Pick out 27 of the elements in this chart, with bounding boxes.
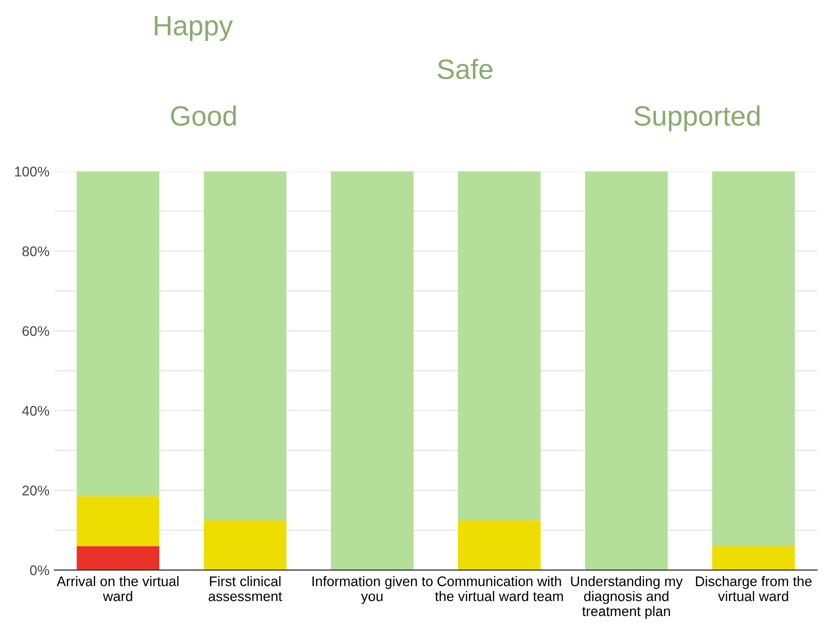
y-tick-label: 20%: [22, 486, 50, 496]
bar: [712, 171, 795, 546]
text: Safe: [438, 58, 492, 80]
bar: [330, 171, 414, 570]
bar: [712, 546, 795, 570]
text: Supported: [634, 105, 760, 132]
x-tick-label: Discharge from the virtual ward: [696, 576, 812, 602]
y-tick-label: 0%: [30, 565, 50, 576]
y-tick-label: 60%: [22, 326, 50, 336]
bar: [76, 546, 160, 570]
bar: [204, 171, 286, 520]
x-tick-label: Information given to you: [312, 576, 433, 604]
bar: [76, 171, 160, 496]
y-tick-label: 40%: [22, 406, 50, 416]
bar: [204, 520, 286, 570]
x-tick-label: Arrival on the virtual ward: [56, 576, 178, 602]
bar: [585, 171, 668, 570]
x-tick-label: Understanding my diagnosis and treatment plan: [571, 576, 683, 619]
y-tick-label: 80%: [22, 246, 50, 256]
bar: [76, 496, 160, 546]
bar: [458, 520, 541, 570]
text: Happy: [154, 16, 233, 41]
text: Good: [171, 105, 236, 126]
x-tick-label: Communication with the virtual ward team: [435, 576, 563, 602]
y-tick-label: 100%: [15, 166, 50, 176]
bar: [458, 171, 541, 520]
x-tick-label: First clinical assessment: [208, 576, 282, 602]
